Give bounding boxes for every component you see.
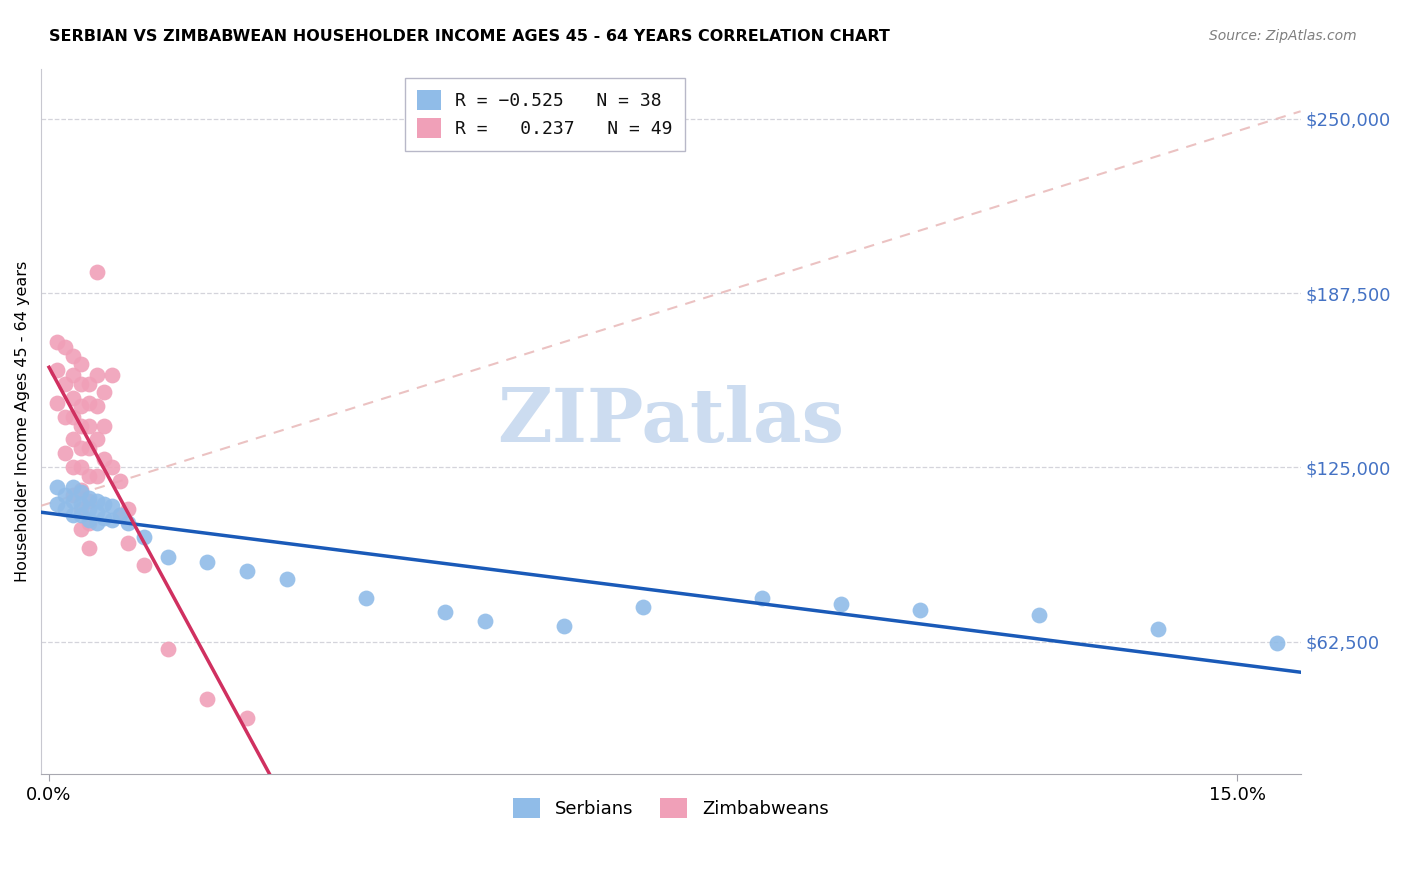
Point [101,500,124,514]
Point [354,591,377,606]
Point [86,493,108,508]
Point [86,399,108,413]
Point [117,502,139,516]
Point [110,508,132,522]
Point [77,418,100,433]
Point [101,513,124,527]
Point [86,368,108,383]
Point [53,502,76,516]
Point [62,349,84,363]
Point [53,376,76,391]
Point [156,549,179,564]
Point [93,452,115,467]
Point [86,505,108,519]
Point [77,513,100,527]
Text: Source: ZipAtlas.com: Source: ZipAtlas.com [1209,29,1357,43]
Point [1028,608,1050,623]
Point [46,480,69,494]
Point [276,572,298,586]
Point [197,555,219,569]
Point [77,396,100,410]
Text: ZIPatlas: ZIPatlas [498,384,845,458]
Point [62,493,84,508]
Point [62,488,84,502]
Text: SERBIAN VS ZIMBABWEAN HOUSEHOLDER INCOME AGES 45 - 64 YEARS CORRELATION CHART: SERBIAN VS ZIMBABWEAN HOUSEHOLDER INCOME… [49,29,890,44]
Legend: Serbians, Zimbabweans: Serbians, Zimbabweans [506,790,835,825]
Point [53,446,76,460]
Point [69,376,91,391]
Point [69,502,91,516]
Point [69,357,91,371]
Point [69,522,91,536]
Point [77,468,100,483]
Point [77,493,100,508]
Point [77,541,100,556]
Point [101,460,124,475]
Point [86,468,108,483]
Point [93,418,115,433]
Point [62,480,84,494]
Point [110,508,132,522]
Point [62,391,84,405]
Point [77,491,100,505]
Point [69,485,91,500]
Point [53,488,76,502]
Point [69,418,91,433]
Point [62,368,84,383]
Point [46,334,69,349]
Point [69,497,91,511]
Point [77,502,100,516]
Point [236,564,259,578]
Point [53,340,76,354]
Point [830,597,852,611]
Point [132,530,155,544]
Point [69,508,91,522]
Point [474,614,496,628]
Point [86,433,108,447]
Point [93,510,115,524]
Point [156,641,179,656]
Point [69,399,91,413]
Point [69,460,91,475]
Point [77,441,100,455]
Point [910,602,932,616]
Point [236,711,259,725]
Point [132,558,155,572]
Point [434,606,457,620]
Point [86,265,108,279]
Point [46,497,69,511]
Point [86,516,108,530]
Point [751,591,773,606]
Point [197,691,219,706]
Point [77,376,100,391]
Point [631,599,654,614]
Point [62,460,84,475]
Point [77,516,100,530]
Point [53,410,76,425]
Point [69,441,91,455]
Point [46,396,69,410]
Point [110,475,132,489]
Point [117,535,139,549]
Point [101,368,124,383]
Point [62,433,84,447]
Point [553,619,575,633]
Point [46,362,69,376]
Point [62,410,84,425]
Y-axis label: Householder Income Ages 45 - 64 years: Householder Income Ages 45 - 64 years [15,260,30,582]
Point [117,516,139,530]
Point [62,508,84,522]
Point [1265,636,1288,650]
Point [1147,622,1170,636]
Point [69,483,91,497]
Point [93,385,115,400]
Point [93,497,115,511]
